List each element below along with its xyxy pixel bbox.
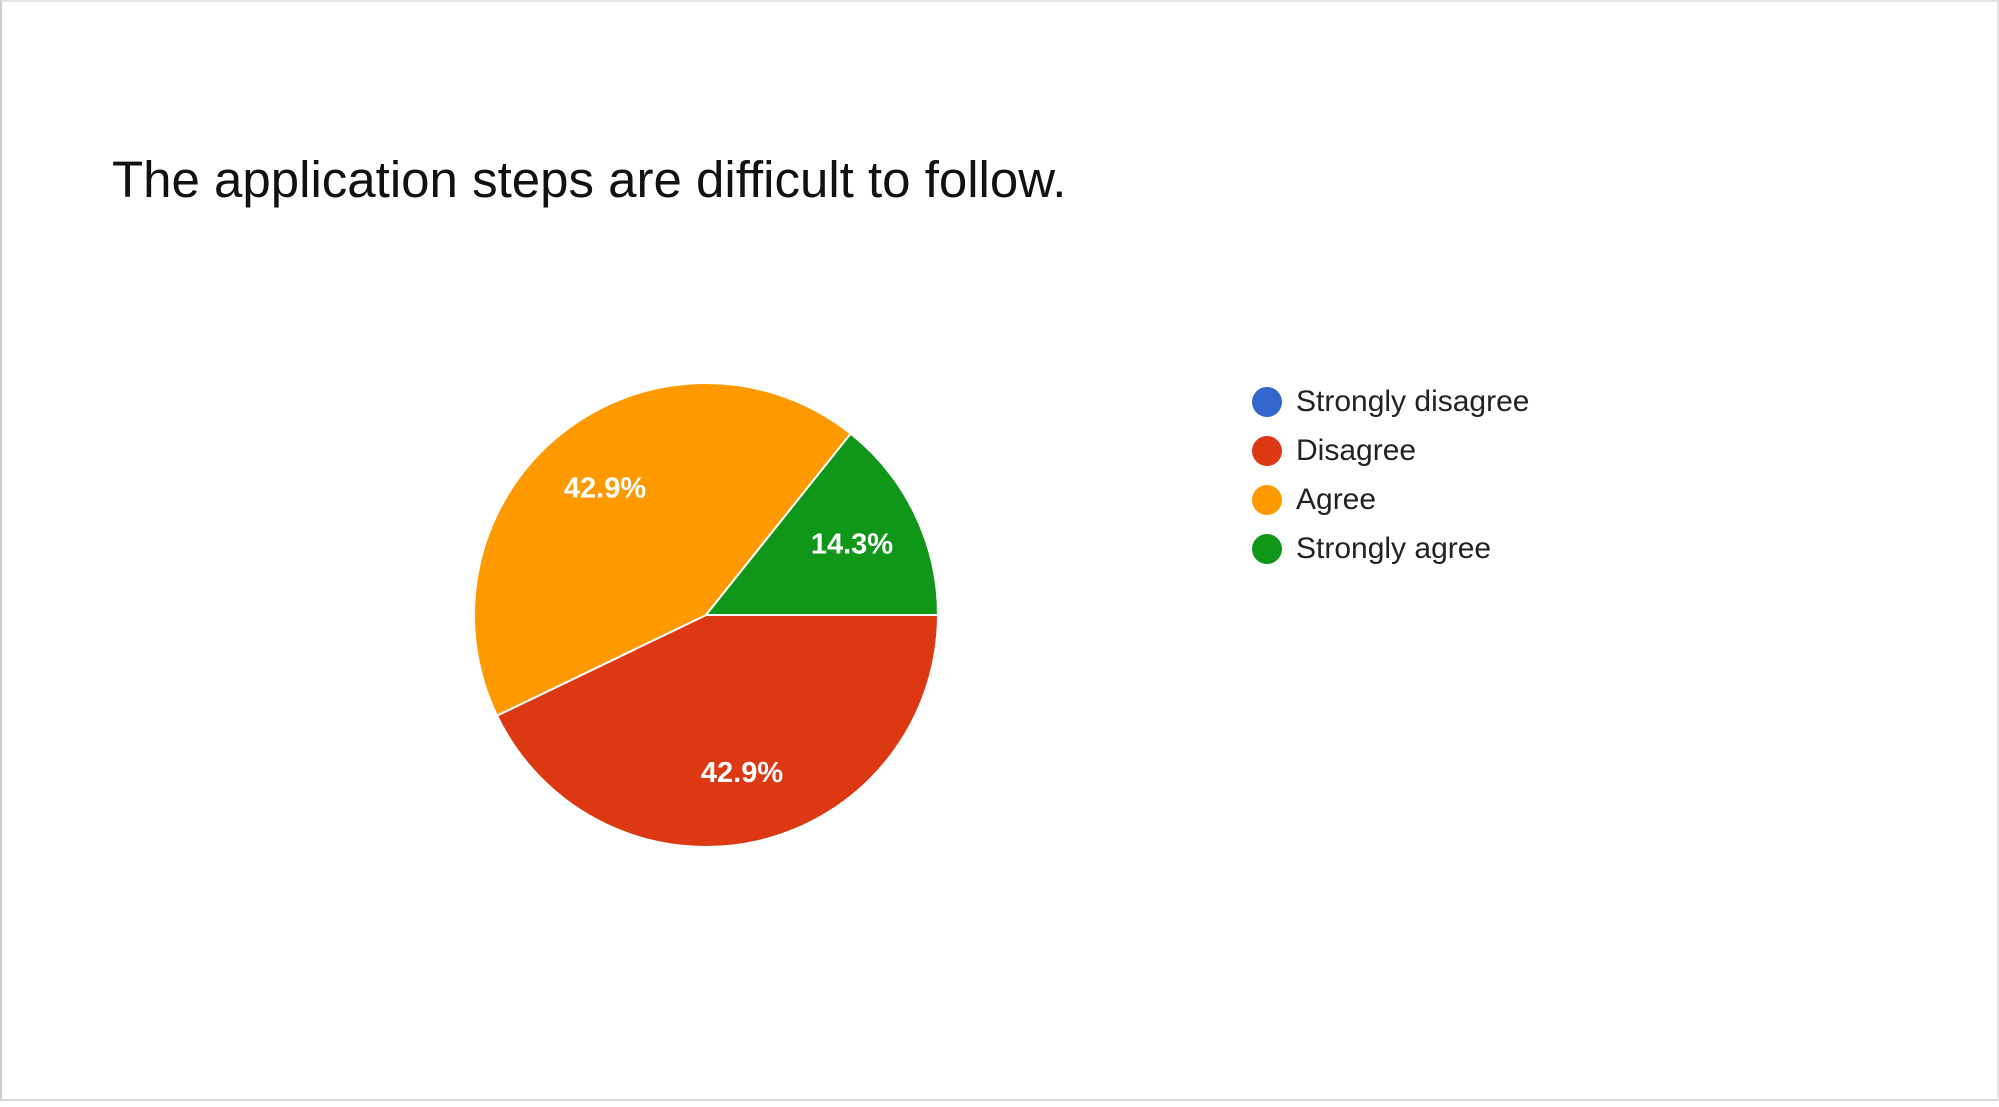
legend-label: Agree [1296, 482, 1377, 516]
legend-label: Disagree [1296, 433, 1417, 467]
legend-swatch [1252, 533, 1282, 564]
pie-slice-label: 14.3% [811, 529, 893, 561]
pie-slice-disagree[interactable] [495, 614, 940, 848]
legend-swatch [1252, 435, 1282, 466]
legend-swatch [1252, 484, 1282, 515]
legend-item-disagree[interactable]: Disagree [1252, 426, 1529, 475]
pie-slice-label: 42.9% [701, 757, 783, 789]
legend-label: Strongly agree [1296, 531, 1492, 565]
legend-item-strongly-disagree[interactable]: Strongly disagree [1252, 377, 1529, 426]
legend-item-strongly-agree[interactable]: Strongly agree [1252, 524, 1529, 573]
pie-slice-label: 42.9% [564, 472, 646, 504]
legend-item-agree[interactable]: Agree [1252, 475, 1529, 524]
legend-label: Strongly disagree [1296, 384, 1530, 418]
chart-title: The application steps are difficult to f… [112, 151, 1067, 208]
pie-slice-strongly-agree[interactable] [703, 432, 940, 616]
legend: Strongly disagree Disagree Agree Strongl… [1252, 377, 1529, 573]
legend-swatch [1252, 386, 1282, 417]
pie-slice-agree[interactable] [473, 382, 853, 717]
